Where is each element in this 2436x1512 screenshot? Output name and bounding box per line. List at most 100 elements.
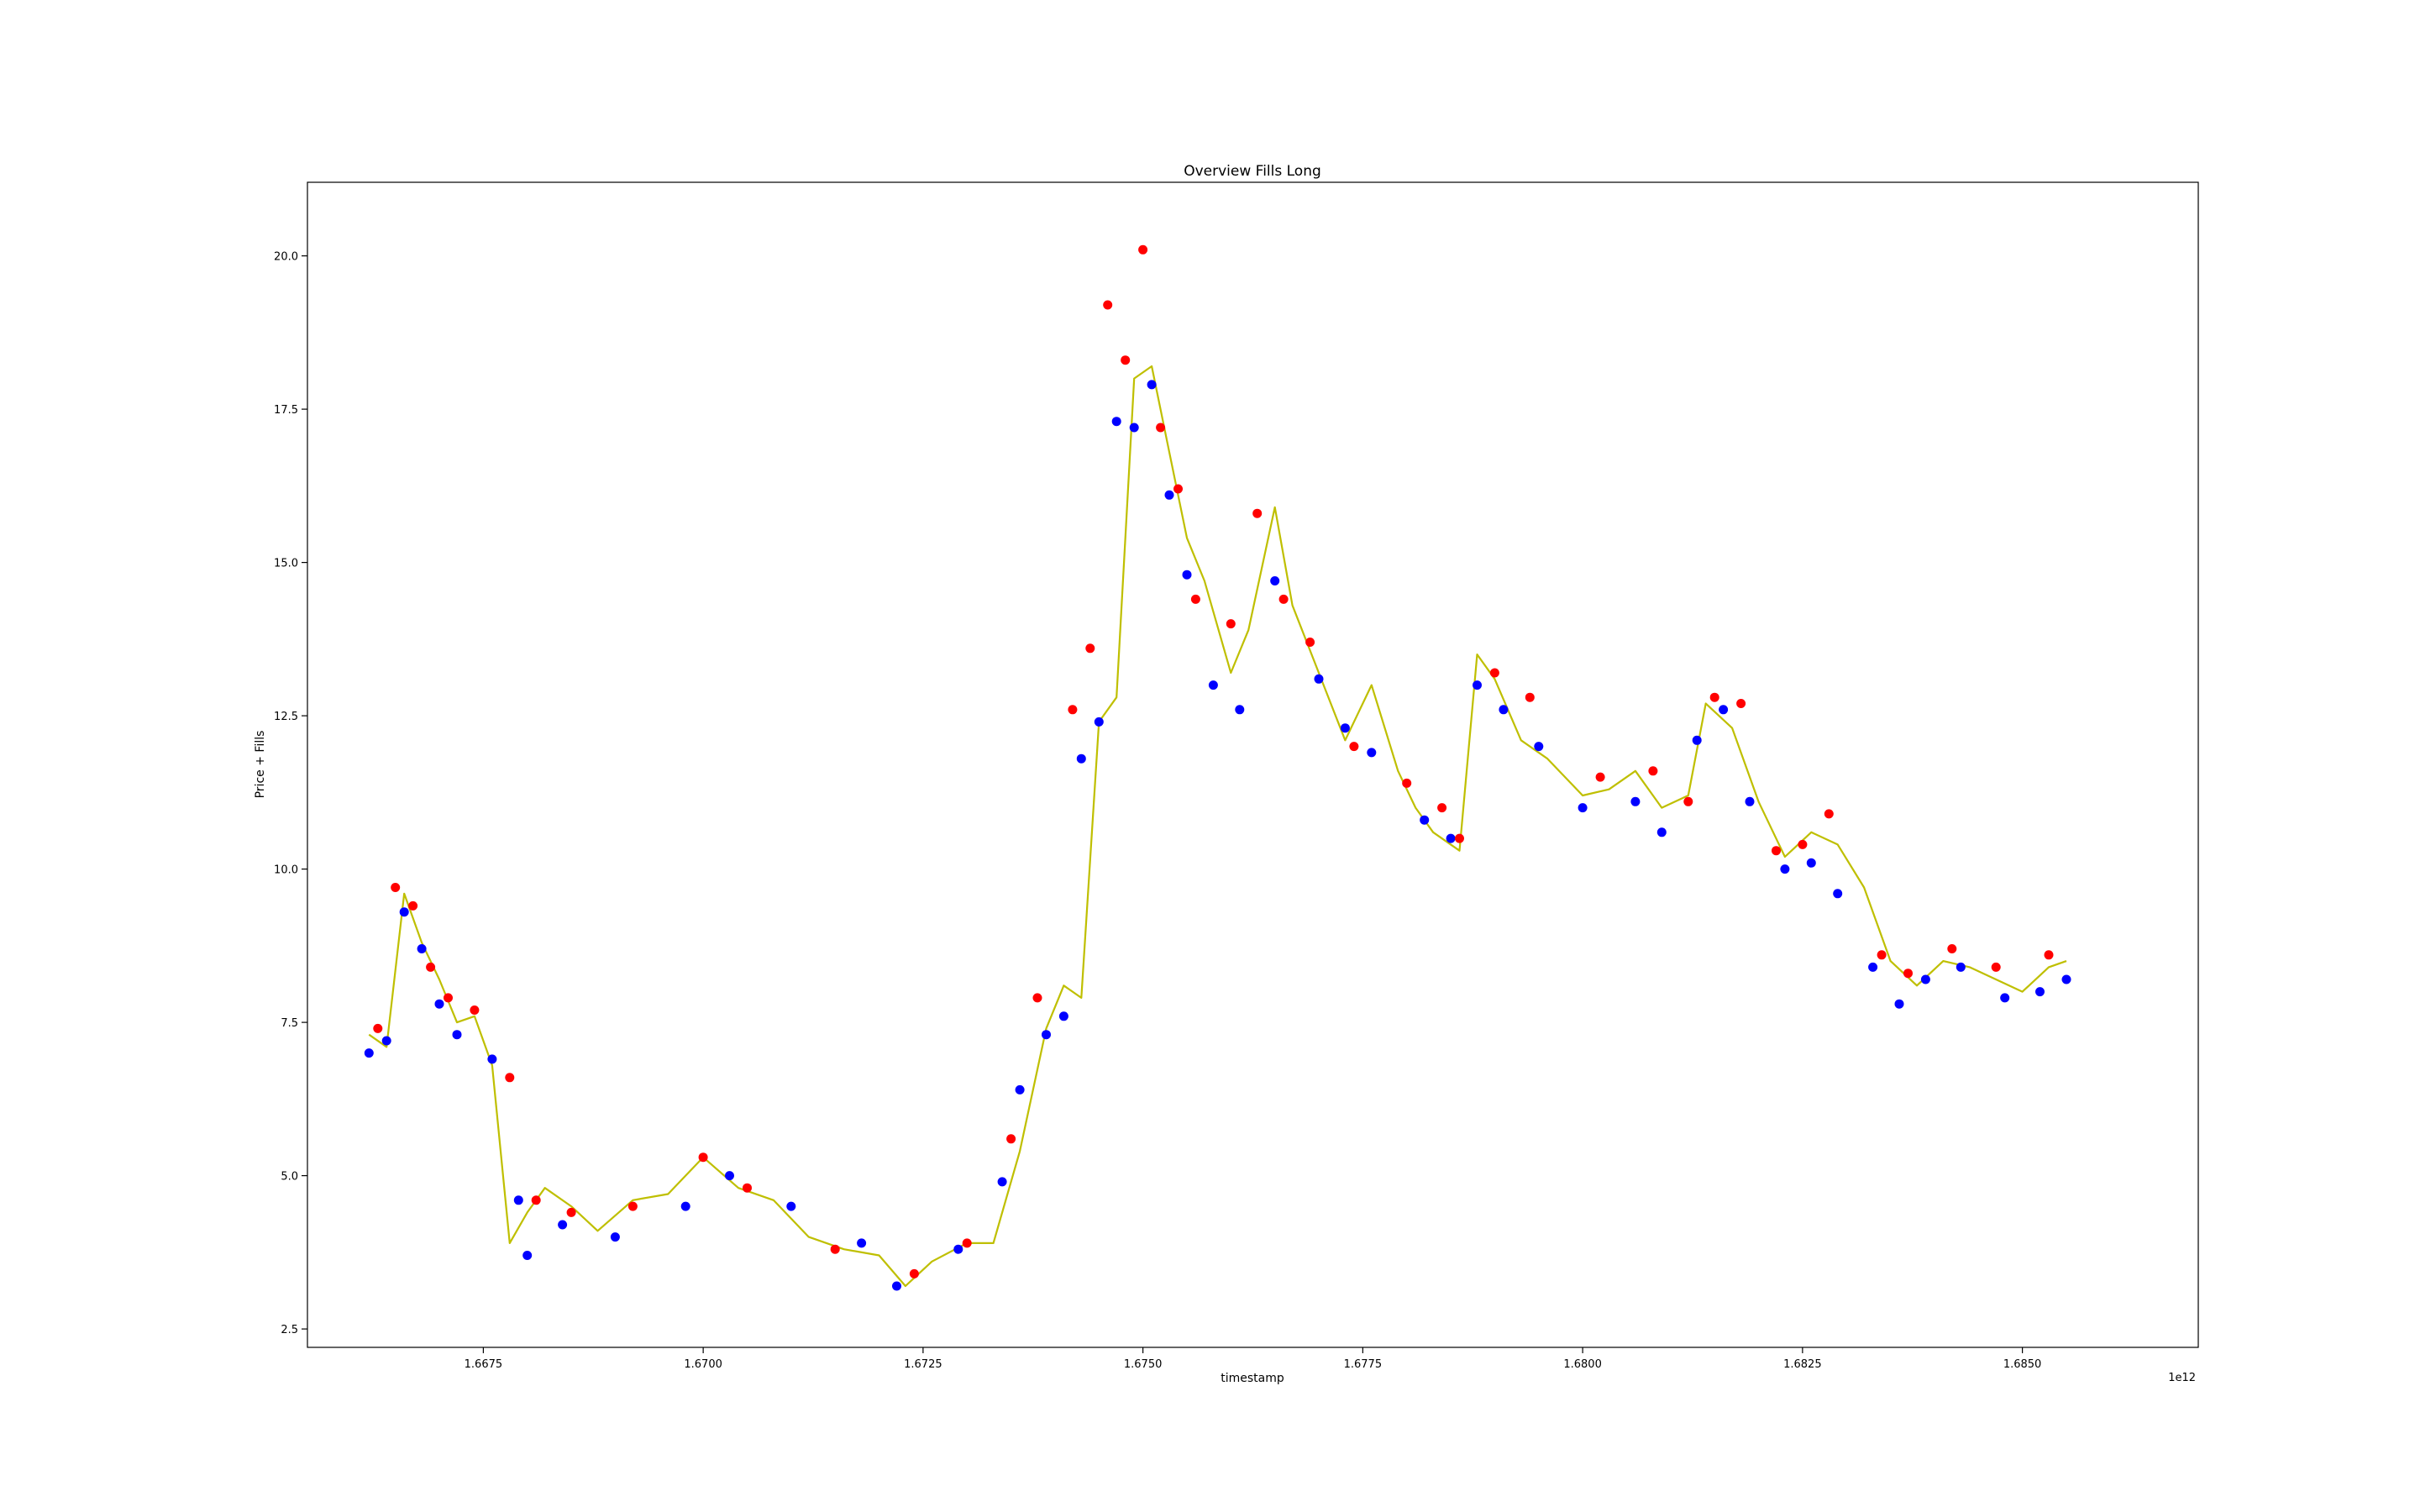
y-tick-label: 2.5 — [281, 1324, 298, 1336]
buy-fill-point — [786, 1201, 796, 1211]
sell-fill-point — [1190, 594, 1200, 604]
sell-fill-point — [1772, 846, 1781, 856]
y-tick-label: 5.0 — [281, 1171, 298, 1184]
buy-fill-point — [1058, 1011, 1068, 1021]
buy-fill-point — [1578, 803, 1588, 813]
sell-fill-point — [1877, 950, 1887, 960]
buy-fill-point — [1806, 858, 1816, 868]
sell-fill-point — [1437, 803, 1447, 813]
y-tick-label: 7.5 — [281, 1017, 298, 1030]
buy-fill-point — [2061, 974, 2071, 984]
sell-fill-point — [426, 962, 436, 972]
y-tick-label: 10.0 — [274, 864, 298, 877]
buy-fill-point — [1129, 423, 1139, 433]
sell-fill-point — [1226, 619, 1236, 629]
buy-fill-point — [1340, 723, 1350, 733]
buy-fill-point — [997, 1177, 1007, 1187]
buy-fill-point — [522, 1251, 533, 1260]
x-axis-offset-label: 1e12 — [2168, 1372, 2196, 1384]
buy-fill-point — [1745, 796, 1755, 806]
sell-fill-point — [1173, 484, 1183, 494]
buy-fill-point — [857, 1238, 867, 1248]
buy-fill-point — [1111, 417, 1121, 427]
buy-fill-point — [487, 1054, 497, 1064]
sell-fill-point — [1006, 1134, 1016, 1144]
buy-fill-point — [1270, 576, 1280, 585]
sell-fill-point — [470, 1005, 480, 1015]
buy-fill-point — [1719, 705, 1729, 715]
buy-fill-point — [1076, 753, 1086, 764]
buy-fill-point — [725, 1171, 734, 1181]
buy-fill-point — [1534, 742, 1544, 752]
buy-fill-point — [1920, 974, 1930, 984]
price-line — [368, 365, 2067, 1288]
sell-fill-point — [1455, 833, 1464, 843]
sell-fill-point — [391, 883, 401, 892]
buy-fill-point — [1692, 735, 1702, 745]
x-tick-label: 1.6725 — [904, 1358, 942, 1371]
x-tick-label: 1.6825 — [1783, 1358, 1822, 1371]
x-axis-label: timestamp — [1221, 1372, 1284, 1385]
buy-fill-point — [417, 944, 427, 953]
sell-fill-point — [373, 1023, 383, 1033]
buy-fill-point — [1473, 680, 1482, 690]
sell-fill-point — [1252, 508, 1263, 518]
x-tick-label: 1.6800 — [1563, 1358, 1602, 1371]
sell-fill-point — [1489, 668, 1499, 678]
buy-fill-point — [364, 1048, 374, 1058]
x-tick-label: 1.6700 — [684, 1358, 722, 1371]
buy-fill-point — [1956, 962, 1966, 972]
buy-fill-point — [1015, 1084, 1025, 1095]
sell-fill-point — [444, 993, 453, 1003]
sell-fill-point — [1349, 742, 1359, 752]
sell-fill-point — [1121, 355, 1131, 365]
y-tick-label: 20.0 — [274, 251, 298, 264]
sell-fill-point — [627, 1201, 638, 1211]
buy-fill-point — [1235, 705, 1245, 715]
sell-fill-point — [1903, 969, 1913, 979]
x-tick-label: 1.6750 — [1124, 1358, 1163, 1371]
buy-fill-point — [513, 1195, 523, 1205]
buy-fill-point — [1367, 748, 1377, 758]
sell-fill-point — [1683, 796, 1693, 806]
sell-fill-point — [1648, 766, 1658, 776]
buy-fill-point — [558, 1220, 568, 1230]
plot-area — [364, 244, 2071, 1291]
x-tick-label: 1.6775 — [1344, 1358, 1383, 1371]
buy-fill-point — [1499, 705, 1509, 715]
buy-fill-point — [434, 999, 444, 1009]
sell-fill-point — [1278, 594, 1289, 604]
sell-fill-point — [531, 1195, 541, 1205]
buy-fill-point — [1868, 962, 1878, 972]
sell-fill-point — [1103, 300, 1113, 310]
sell-fill-point — [1085, 643, 1095, 654]
sell-fill-point — [1709, 692, 1719, 702]
axes-frame — [307, 181, 2199, 1348]
sell-fill-point — [1402, 778, 1412, 788]
buy-fill-point — [1182, 570, 1192, 580]
x-axis-ticks: 1.6675 1.6700 1.6725 1.6750 1.6775 1.6800 1.68… — [465, 1347, 2042, 1371]
buy-fill-point — [1894, 999, 1904, 1009]
sell-fill-point — [1798, 839, 1808, 849]
sell-fill-point — [830, 1244, 840, 1254]
buy-fill-point — [953, 1244, 963, 1254]
sell-fill-point — [1824, 809, 1834, 819]
buy-fill-point — [610, 1232, 620, 1242]
x-tick-label: 1.6850 — [2003, 1358, 2042, 1371]
sell-fill-point — [505, 1073, 515, 1083]
sell-fill-point — [909, 1268, 919, 1278]
sell-fill-point — [1138, 244, 1148, 255]
buy-fill-point — [1833, 889, 1843, 899]
sell-fill-point — [1595, 772, 1605, 782]
buy-fill-point — [1094, 717, 1104, 727]
buy-fill-point — [2000, 993, 2010, 1003]
y-tick-label: 12.5 — [274, 711, 298, 723]
sell-fill-point — [566, 1207, 576, 1217]
sell-fill-point — [1947, 944, 1957, 953]
y-axis-label: Price + Fills — [254, 731, 267, 799]
sell-fill-point — [1525, 692, 1535, 702]
buy-fill-point — [1780, 864, 1790, 874]
buy-fill-point — [1164, 490, 1174, 500]
